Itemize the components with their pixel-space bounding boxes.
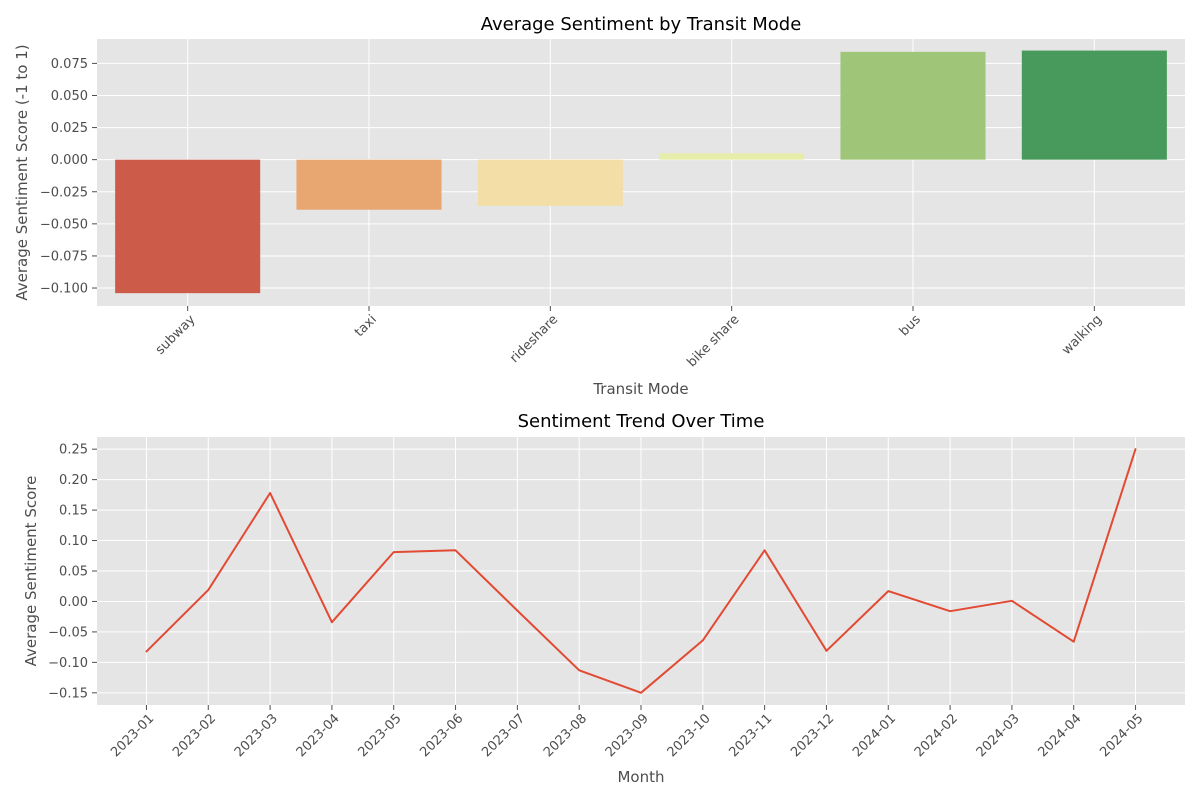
line-y-tick-label: −0.05 [48, 625, 88, 640]
line-x-tick-label: 2024-02 [912, 711, 961, 760]
sentiment-trend-line [145, 448, 1137, 694]
bar-y-tick-label: 0.025 [51, 121, 88, 136]
bar-y-tick-label: −0.100 [40, 282, 88, 297]
bar-chart: −0.100 −0.075 −0.050 −0.025 0.000 0.025 0.050 0… [13, 14, 1185, 398]
bar-x-tick-label: bike share [684, 312, 742, 370]
bar-y-tick-label: −0.025 [40, 185, 88, 200]
bar-x-tick-label: taxi [352, 312, 380, 340]
bar-y-tick-label: 0.050 [51, 89, 88, 104]
bar-x-tick-label: rideshare [507, 312, 561, 366]
bar-walking [1021, 50, 1167, 160]
bar-x-tick-label: bus [897, 312, 924, 339]
line-y-tick-label: 0.25 [59, 443, 88, 458]
line-y-tick-label: −0.15 [48, 686, 88, 701]
line-x-tick-label: 2023-06 [417, 711, 466, 760]
line-x-tick-label: 2023-07 [479, 711, 528, 760]
bar-chart-title: Average Sentiment by Transit Mode [481, 14, 802, 35]
bar-x-tick-label: walking [1059, 312, 1105, 358]
line-x-tick-label: 2024-04 [1036, 711, 1085, 760]
bar-rideshare [477, 159, 623, 206]
bar-y-tick-label: −0.050 [40, 217, 88, 232]
bar-y-tick-label: 0.075 [51, 57, 88, 72]
line-y-tick-label: 0.05 [59, 565, 88, 580]
bar-y-axis-label: Average Sentiment Score (-1 to 1) [13, 44, 31, 300]
line-y-tick-label: −0.10 [48, 656, 88, 671]
line-y-tick-label: 0.10 [59, 534, 88, 549]
bar-taxi [296, 159, 442, 210]
bar-x-axis-label: Transit Mode [592, 380, 688, 398]
line-x-tick-label: 2024-01 [850, 711, 899, 760]
line-x-tick-label: 2023-02 [170, 711, 219, 760]
line-x-axis-label: Month [617, 768, 664, 786]
line-gridlines [97, 437, 1185, 705]
line-x-tick-label: 2023-05 [356, 711, 405, 760]
line-chart: −0.15 −0.10 −0.05 0.00 0.05 0.10 0.15 0.20 0.25 2… [22, 411, 1185, 786]
line-y-tick-label: 0.20 [59, 473, 88, 488]
line-series [145, 448, 1137, 694]
line-x-tick-label: 2023-12 [788, 711, 837, 760]
bar-series [115, 50, 1167, 294]
bar-plot-area [97, 39, 1185, 306]
bar-x-tick-label: subway [153, 312, 199, 358]
bar-subway [115, 159, 261, 294]
line-x-tick-label: 2023-09 [603, 711, 652, 760]
line-x-tick-label: 2023-01 [108, 711, 157, 760]
line-y-tick-label: 0.00 [59, 595, 88, 610]
line-x-tick-label: 2023-10 [665, 711, 714, 760]
line-x-tick-label: 2023-08 [541, 711, 590, 760]
bar-bus [840, 51, 986, 160]
line-x-tick-label: 2023-03 [232, 711, 281, 760]
line-y-tick-label: 0.15 [59, 504, 88, 519]
line-chart-title: Sentiment Trend Over Time [518, 411, 765, 432]
bar-y-tick-label: 0.000 [51, 153, 88, 168]
line-x-tick-label: 2024-03 [974, 711, 1023, 760]
line-y-axis-label: Average Sentiment Score [22, 476, 40, 667]
bar-axis-ticks: −0.100 −0.075 −0.050 −0.025 0.000 0.025 0.050 0… [40, 57, 1105, 370]
line-x-tick-label: 2023-11 [726, 711, 775, 760]
bar-bike-share [659, 153, 805, 160]
bar-y-tick-label: −0.075 [40, 249, 88, 264]
line-x-tick-label: 2024-05 [1097, 711, 1146, 760]
line-x-tick-label: 2023-04 [294, 711, 343, 760]
